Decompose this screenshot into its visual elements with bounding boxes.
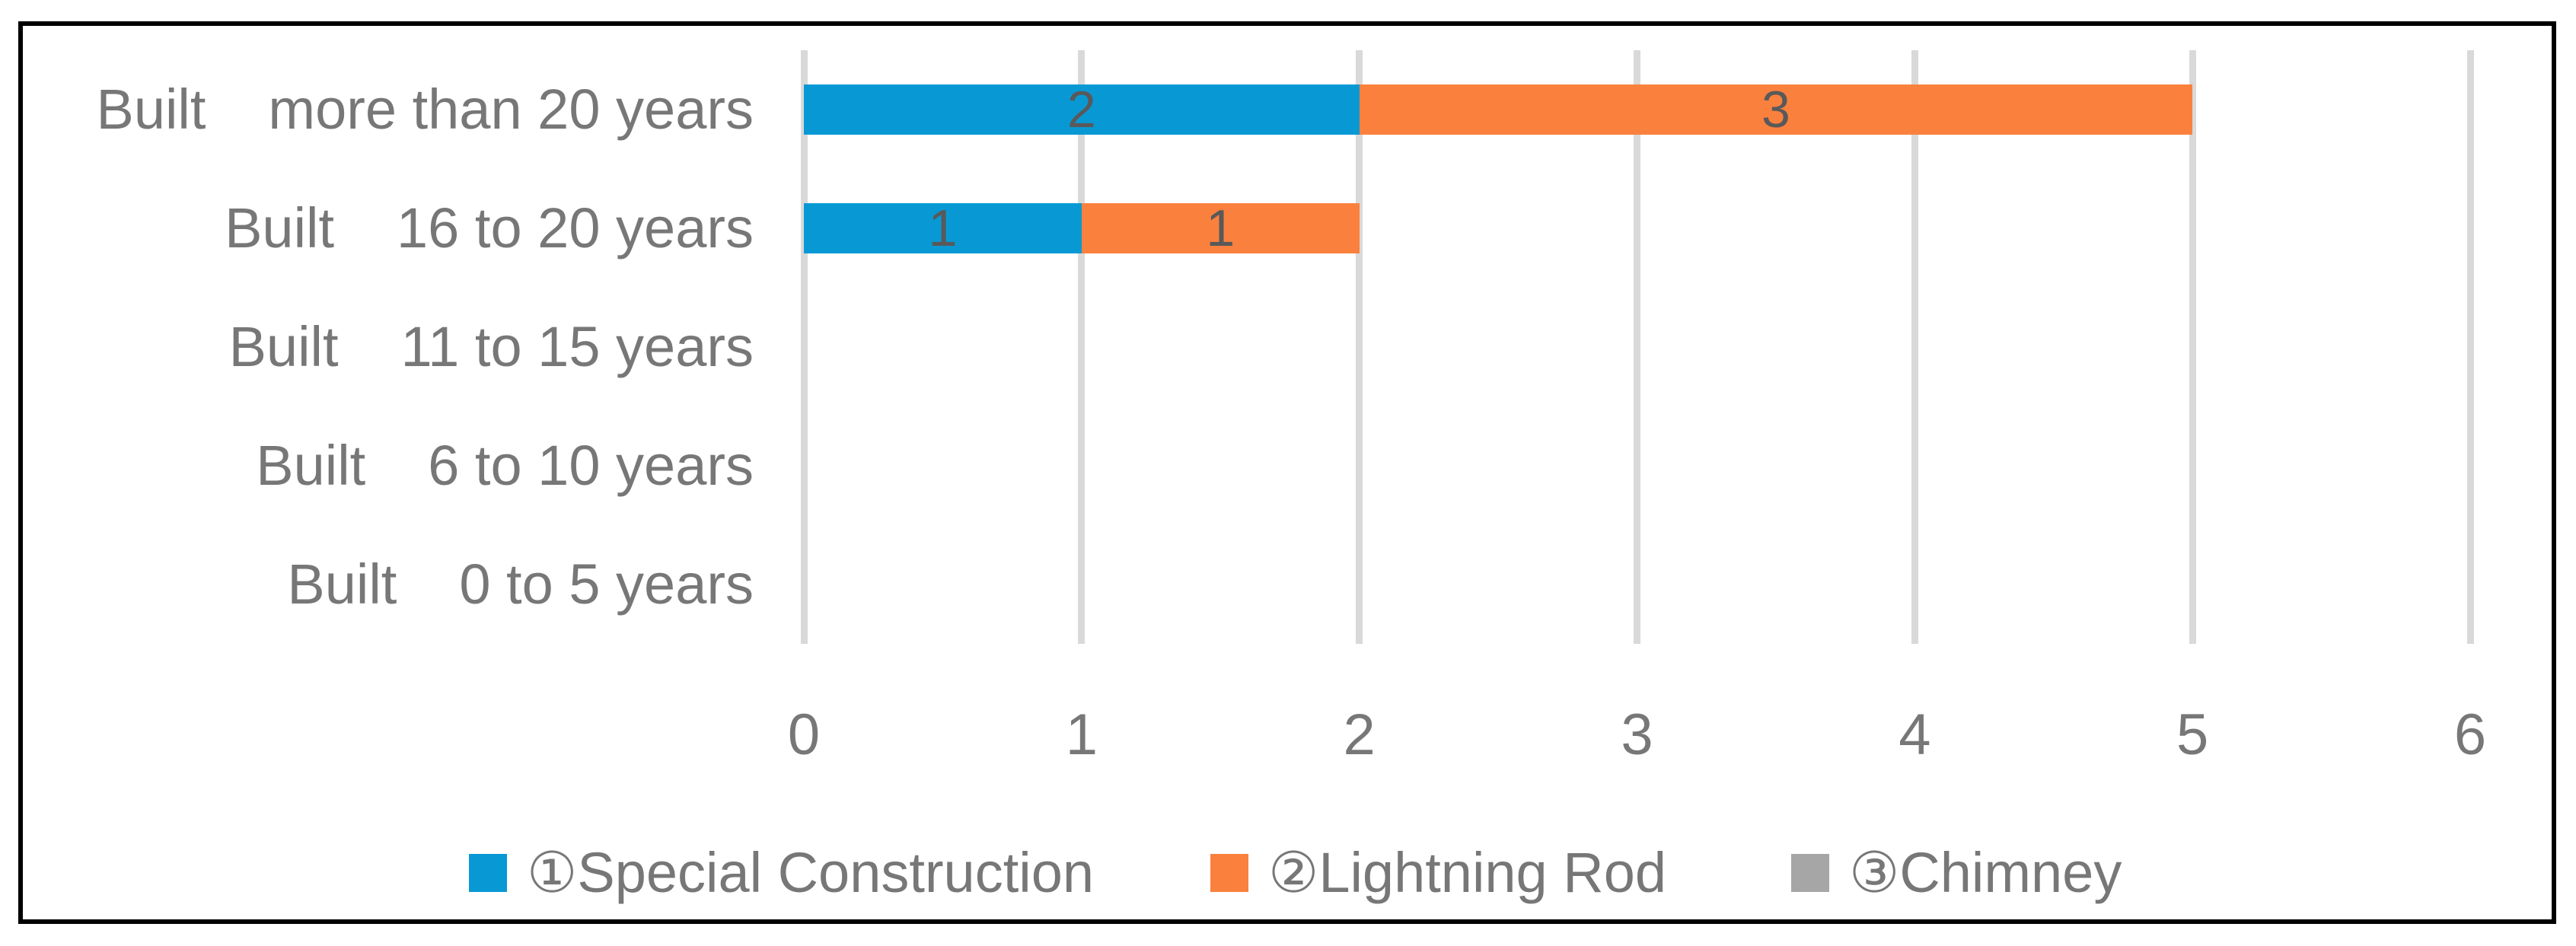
- legend-label: ②Lightning Rod: [1268, 841, 1667, 904]
- x-axis-tick-label: 1: [1065, 702, 1098, 767]
- category-label-text: more than 20 years: [268, 78, 754, 141]
- category-label-prefix: Built: [256, 434, 366, 497]
- legend-item: ③Chimney: [1791, 845, 2122, 901]
- category-label-prefix: Built: [287, 553, 397, 616]
- bar-segment: 3: [1359, 81, 2193, 139]
- x-axis-tick-label: 4: [1899, 702, 1931, 767]
- category-label-text: 6 to 10 years: [428, 434, 754, 497]
- category-label-text: 16 to 20 years: [397, 196, 754, 260]
- category-label-prefix: Built: [225, 196, 335, 260]
- category-label: Built more than 20 years: [38, 79, 754, 140]
- gridline: [2189, 50, 2196, 644]
- legend-label: ③Chimney: [1849, 841, 2122, 904]
- x-axis-tick-label: 6: [2453, 702, 2487, 767]
- bar-value-label: 1: [928, 199, 958, 257]
- legend-swatch-chimney: [1791, 854, 1829, 892]
- bar-value-label: 3: [1761, 81, 1790, 139]
- x-axis-tick-label: 2: [1343, 702, 1376, 767]
- gridline: [1911, 50, 1918, 644]
- bar-segment: 1: [804, 199, 1082, 257]
- gridline: [1634, 50, 1640, 644]
- bar-segment: 1: [1081, 199, 1360, 257]
- legend-item: ①Special Construction: [469, 845, 1094, 901]
- category-label: Built 16 to 20 years: [38, 198, 754, 259]
- legend-swatch-lightning-rod: [1210, 854, 1248, 892]
- category-label: Built 6 to 10 years: [38, 435, 754, 496]
- gridline: [800, 50, 808, 644]
- category-label-prefix: Built: [228, 315, 339, 378]
- category-label-text: 11 to 15 years: [400, 315, 754, 378]
- bar-value-label: 1: [1206, 199, 1235, 257]
- gridline: [2466, 50, 2474, 644]
- gridline: [1078, 50, 1086, 644]
- bar-segment: 2: [804, 84, 1360, 135]
- category-label-prefix: Built: [96, 78, 206, 141]
- x-axis-tick-label: 3: [1621, 702, 1653, 767]
- bar-value-label: 2: [1066, 81, 1096, 139]
- category-label: Built 0 to 5 years: [38, 554, 754, 615]
- x-axis-tick-label: 0: [787, 702, 821, 767]
- chart-border-frame: 0 1 2 3 4 5 6 Built more than 20 years 2 3 Built 16 …: [18, 21, 2556, 924]
- x-axis-tick-label: 5: [2176, 702, 2209, 767]
- gridline: [1356, 50, 1363, 644]
- legend-label: ①Special Construction: [527, 841, 1095, 904]
- plot-area: 0 1 2 3 4 5 6 Built more than 20 years 2 3 Built 16 …: [23, 26, 2552, 919]
- category-label-text: 0 to 5 years: [459, 553, 754, 616]
- legend-item: ②Lightning Rod: [1210, 845, 1666, 901]
- legend-swatch-special-construction: [469, 854, 507, 892]
- category-label: Built 11 to 15 years: [38, 317, 754, 377]
